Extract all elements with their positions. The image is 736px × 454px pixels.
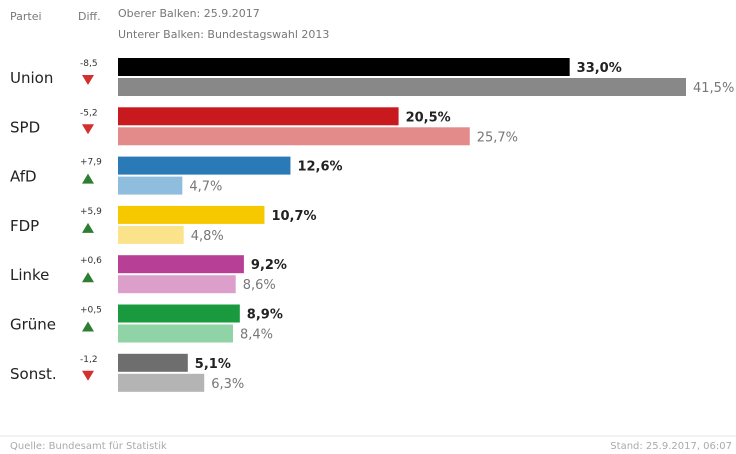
diff-value-grne: +0,5 [80, 306, 102, 316]
bar-2017-union [118, 58, 570, 76]
party-label-spd: SPD [10, 118, 40, 136]
party-label-fdp: FDP [10, 217, 39, 235]
footer-stand: Stand: 25.9.2017, 06:07 [610, 441, 732, 452]
party-label-sonst: Sonst. [10, 365, 57, 383]
column-header-party: Partei [10, 10, 42, 23]
bar-2013-spd [118, 127, 470, 146]
bar-2013-linke [118, 275, 236, 294]
value-label-2017-afd: 12,6% [297, 160, 342, 175]
diff-value-spd: -5,2 [80, 108, 98, 118]
value-label-2017-union: 33,0% [577, 61, 622, 76]
value-label-2013-union: 41,5% [693, 81, 734, 96]
value-label-2013-spd: 25,7% [477, 130, 518, 145]
diff-arrow-down-icon [82, 75, 94, 85]
chart-rows: Union -8,5 33,0% 41,5% SPD -5,2 20,5% 25,7% AfD +… [10, 58, 734, 392]
party-label-afd: AfD [10, 168, 37, 186]
diff-value-afd: +7,9 [80, 158, 102, 168]
value-label-2017-fdp: 10,7% [271, 209, 316, 224]
diff-arrow-up-icon [82, 321, 94, 332]
bar-2017-linke [118, 255, 244, 274]
diff-value-union: -8,5 [80, 59, 98, 69]
footer-source: Quelle: Bundesamt für Statistik [10, 441, 167, 452]
bar-2017-grne [118, 304, 240, 323]
diff-arrow-down-icon [82, 124, 94, 135]
value-label-2017-spd: 20,5% [406, 110, 451, 125]
value-label-2013-afd: 4,7% [189, 180, 222, 195]
party-label-linke: Linke [10, 266, 49, 284]
bar-2017-afd [118, 156, 291, 175]
bar-2013-afd [118, 176, 183, 195]
value-label-2013-fdp: 4,8% [191, 229, 224, 244]
value-label-2017-sonst: 5,1% [195, 357, 231, 372]
column-header-diff: Diff. [78, 10, 101, 23]
diff-value-sonst: -1,2 [80, 355, 98, 365]
value-label-2017-linke: 9,2% [251, 258, 287, 273]
diff-arrow-down-icon [82, 370, 94, 381]
value-label-2013-sonst: 6,3% [211, 377, 244, 392]
diff-value-linke: +0,6 [80, 256, 102, 266]
diff-value-fdp: +5,9 [80, 207, 102, 217]
bar-2013-union [118, 78, 686, 96]
bar-2017-fdp [118, 205, 265, 224]
value-label-2013-grne: 8,4% [240, 328, 273, 343]
bar-2017-sonst [118, 353, 188, 372]
bar-2017-spd [118, 107, 399, 126]
party-label-grne: Grüne [10, 316, 56, 334]
diff-arrow-up-icon [82, 272, 94, 283]
diff-arrow-up-icon [82, 222, 94, 233]
value-label-2013-linke: 8,6% [243, 278, 276, 293]
diff-arrow-up-icon [82, 173, 94, 184]
bar-2013-sonst [118, 373, 205, 392]
bar-2013-fdp [118, 225, 184, 244]
legend-top-bar: Oberer Balken: 25.9.2017 [118, 7, 260, 20]
value-label-2017-grne: 8,9% [247, 308, 283, 323]
party-label-union: Union [10, 69, 53, 87]
legend-bottom-bar: Unterer Balken: Bundestagswahl 2013 [118, 28, 329, 41]
bar-2013-grne [118, 324, 233, 343]
